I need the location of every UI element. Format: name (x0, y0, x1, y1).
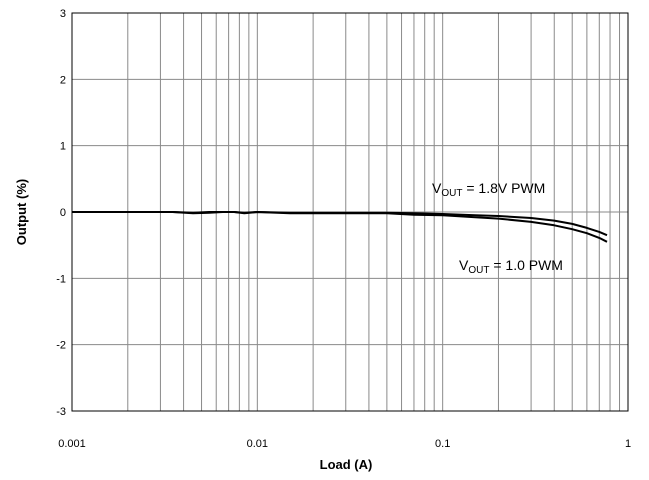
series-line-0 (72, 211, 608, 237)
x-axis-title: Load (A) (320, 457, 373, 472)
series-line-1 (72, 211, 608, 243)
annotation-vout-1p8-sub: OUT (441, 188, 462, 199)
y-axis-title: Output (%) (14, 179, 29, 245)
x-tick-label: 0.001 (58, 438, 86, 450)
y-tick-label: 0 (60, 207, 66, 219)
y-tick-label: 3 (60, 8, 66, 20)
x-tick-label: 1 (625, 438, 631, 450)
annotation-vout-1p0-main: V (459, 257, 469, 273)
y-tick-label: -1 (56, 273, 66, 285)
y-tick-label: -2 (56, 340, 66, 352)
x-tick-label: 0.1 (435, 438, 450, 450)
annotation-vout-1p8-rest: = 1.8V PWM (462, 180, 545, 196)
annotation-vout-1p0-rest: = 1.0 PWM (489, 257, 563, 273)
y-tick-label: 2 (60, 74, 66, 86)
series-lines (72, 211, 608, 243)
y-tick-label: -3 (56, 406, 66, 418)
annotation-vout-1p0: VOUT = 1.0 PWM (459, 257, 563, 276)
annotation-vout-1p8-main: V (432, 180, 442, 196)
tick-labels: 0.001 0.01 0.1 1 3 2 1 0 -1 -2 -3 (56, 8, 631, 450)
plot-frame (71, 12, 629, 412)
annotation-vout-1p8: VOUT = 1.8V PWM (432, 180, 545, 199)
x-tick-label: 0.01 (247, 438, 268, 450)
y-tick-label: 1 (60, 141, 66, 153)
annotation-vout-1p0-sub: OUT (468, 265, 489, 276)
